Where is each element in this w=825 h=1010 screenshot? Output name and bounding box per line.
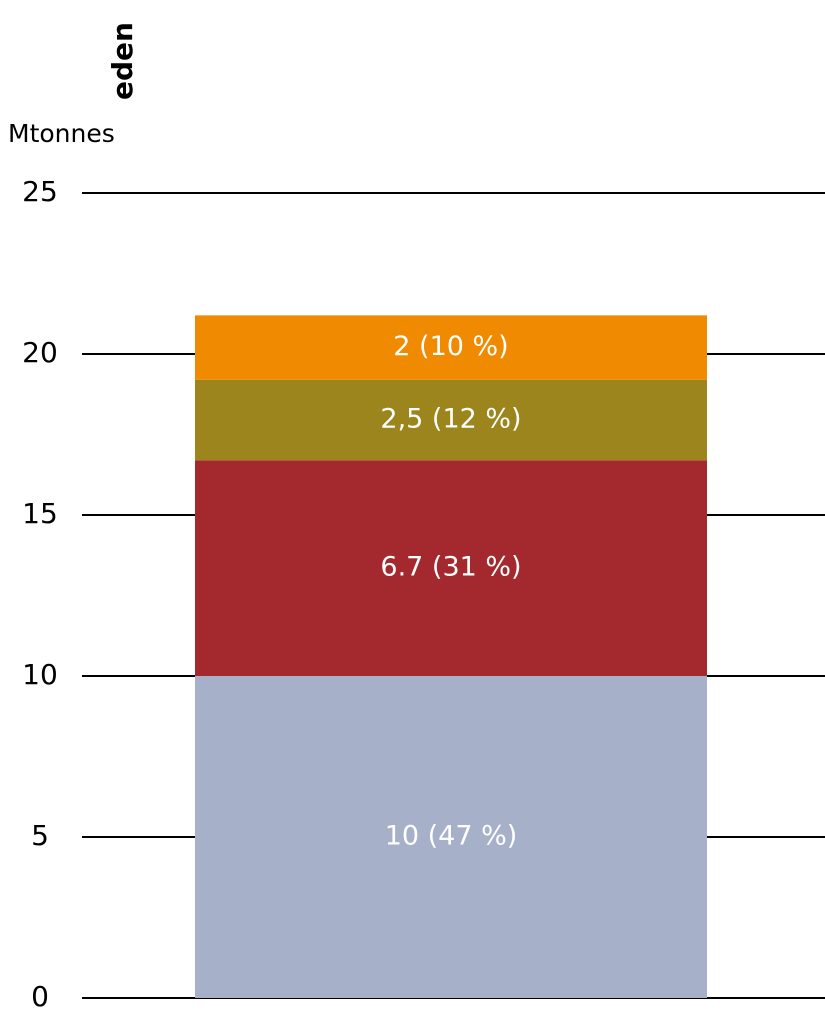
bar-segment [195, 676, 707, 998]
y-tick-label: 0 [31, 980, 49, 1010]
bar-segment [195, 460, 707, 676]
value-label: 6.7 (31 %) [380, 552, 521, 583]
y-tick-label: 20 [22, 336, 58, 369]
value-label: 2,5 (12 %) [380, 404, 521, 435]
value-label: 2 (10 %) [393, 331, 508, 362]
chart-title: eden [106, 22, 139, 100]
y-tick-label: 5 [31, 819, 49, 852]
y-tick-label: 10 [22, 658, 58, 691]
y-tick-label: 15 [22, 497, 58, 530]
value-label: 10 (47 %) [385, 821, 518, 852]
bar-segment [195, 379, 707, 461]
y-tick-label: 25 [22, 175, 58, 208]
y-axis-label: Mtonnes [8, 119, 115, 148]
bar-segment [195, 315, 707, 380]
